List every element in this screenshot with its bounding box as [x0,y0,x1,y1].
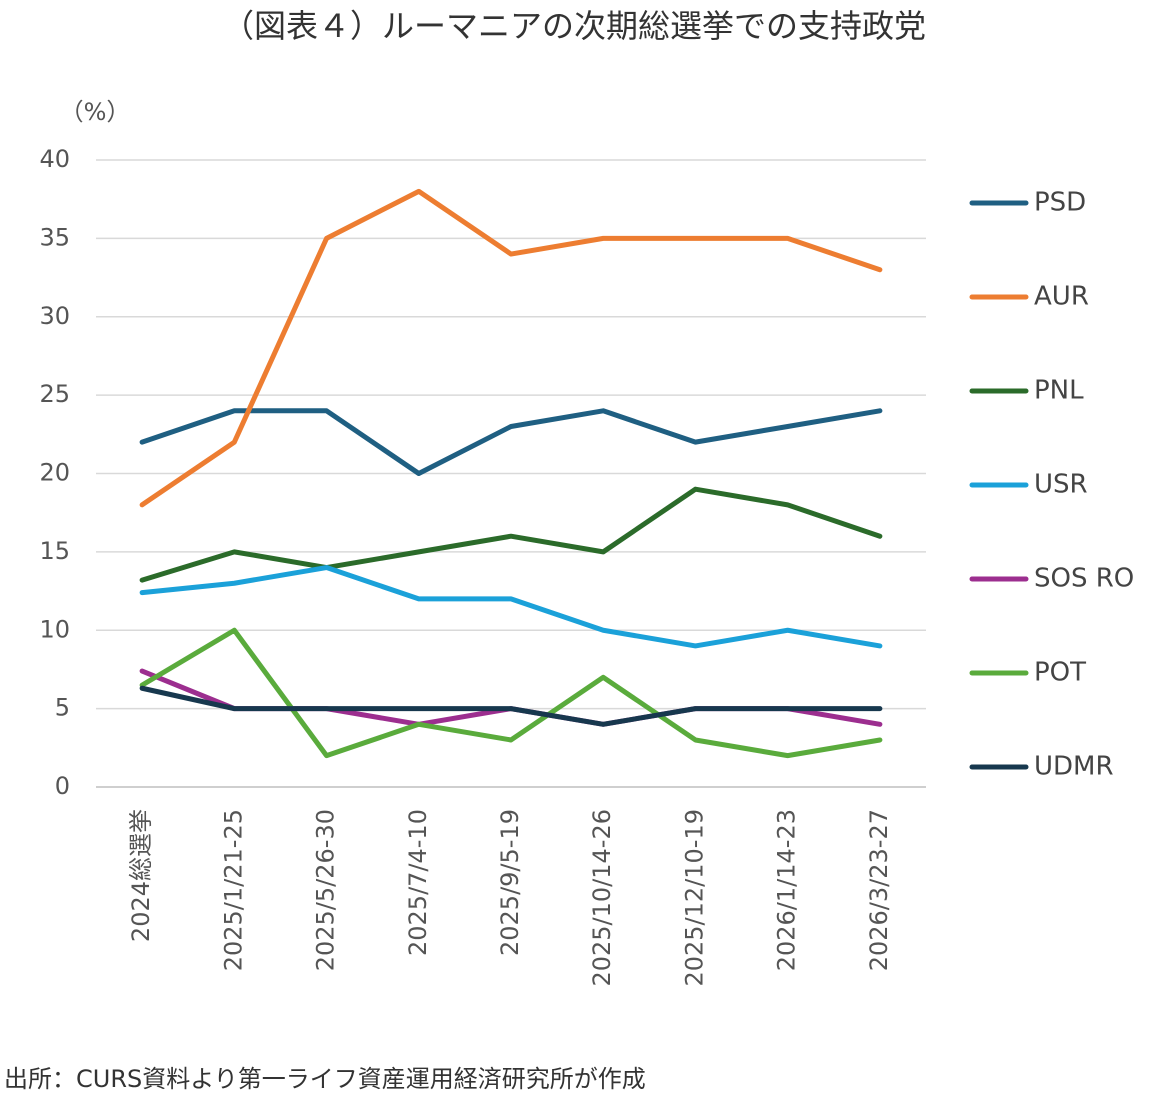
series-line [139,565,883,649]
y-tick-label: 35 [39,223,70,251]
x-tick-label: 2025/10/14-26 [588,809,616,987]
legend-label: UDMR [1034,752,1114,782]
series-line [139,188,883,508]
y-tick-label: 0 [55,772,70,800]
series-line [139,668,883,727]
y-tick-label: 40 [39,145,70,173]
y-tick-label: 25 [39,380,70,408]
legend-label: PSD [1034,188,1086,218]
y-tick-label: 30 [39,302,70,330]
x-tick-label: 2026/1/14-23 [773,809,801,971]
series-line [139,627,883,759]
source-note: 出所：CURS資料より第一ライフ資産運用経済研究所が作成 [4,1065,646,1093]
series-line [139,486,883,583]
y-tick-label: 10 [39,615,70,643]
legend-label: AUR [1034,282,1089,312]
x-tick-label: 2025/1/21-25 [219,809,247,971]
y-tick-label: 5 [55,694,70,722]
x-tick-label: 2025/12/10-19 [680,809,708,987]
x-tick-label: 2025/5/26-30 [312,809,340,971]
series-line [139,685,883,727]
y-tick-label: 15 [39,537,70,565]
x-tick-label: 2025/9/5-19 [496,809,524,956]
series-line [139,408,883,476]
legend-label: SOS RO [1034,564,1134,594]
x-tick-label: 2026/3/23-27 [865,809,893,971]
chart-title: （図表４）ルーマニアの次期総選挙での支持政党 [222,7,926,45]
legend-label: PNL [1034,376,1084,406]
y-tick-label: 20 [39,459,70,487]
legend-label: POT [1034,658,1086,688]
legend-label: USR [1034,470,1088,500]
y-axis-label: （%） [60,98,131,126]
x-tick-label: 2024総選挙 [127,809,155,942]
x-tick-label: 2025/7/4-10 [404,809,432,956]
